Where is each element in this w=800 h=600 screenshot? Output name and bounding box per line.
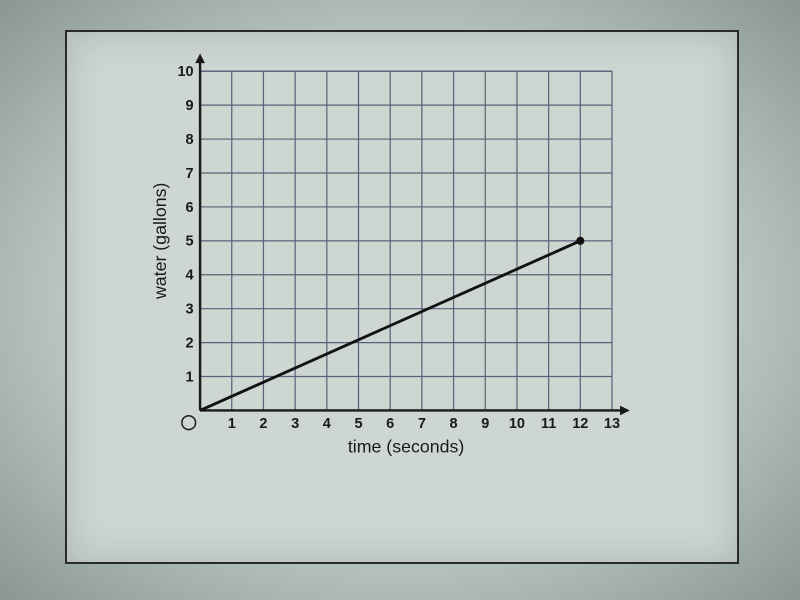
y-tick-label: 8 [186,132,194,148]
x-tick-label: 5 [354,416,362,432]
y-axis-label: water (gallons) [150,183,170,300]
gridlines [200,71,612,410]
x-tick-label: 12 [572,416,588,432]
y-tick-label: 6 [186,200,194,216]
y-tick-label: 5 [186,234,194,250]
x-tick-label: 7 [418,416,426,432]
endpoint-marker [576,237,584,245]
y-tick-label: 9 [186,98,194,114]
y-tick-label: 2 [186,335,194,351]
y-tick-label: 4 [186,268,194,284]
x-axis-label: time (seconds) [348,436,464,456]
x-tick-label: 6 [386,416,394,432]
x-tick-label: 13 [604,416,620,432]
origin-marker: ◯ [181,415,198,432]
x-tick-label: 8 [450,416,458,432]
x-tick-label: 11 [541,416,556,432]
axes [195,53,630,415]
x-tick-label: 9 [481,416,489,432]
x-tick-label: 10 [509,416,525,432]
chart-plot: 1234567891011121312345678910◯ time (seco… [147,47,657,467]
y-tick-label: 7 [186,166,194,182]
x-tick-label: 4 [323,416,331,432]
y-tick-label: 10 [177,64,193,80]
x-tick-label: 3 [291,416,299,432]
chart-frame: 1234567891011121312345678910◯ time (seco… [65,30,739,564]
x-tick-label: 2 [259,416,267,432]
y-tick-label: 3 [186,302,194,318]
y-tick-label: 1 [186,369,194,385]
x-tick-label: 1 [228,416,236,432]
